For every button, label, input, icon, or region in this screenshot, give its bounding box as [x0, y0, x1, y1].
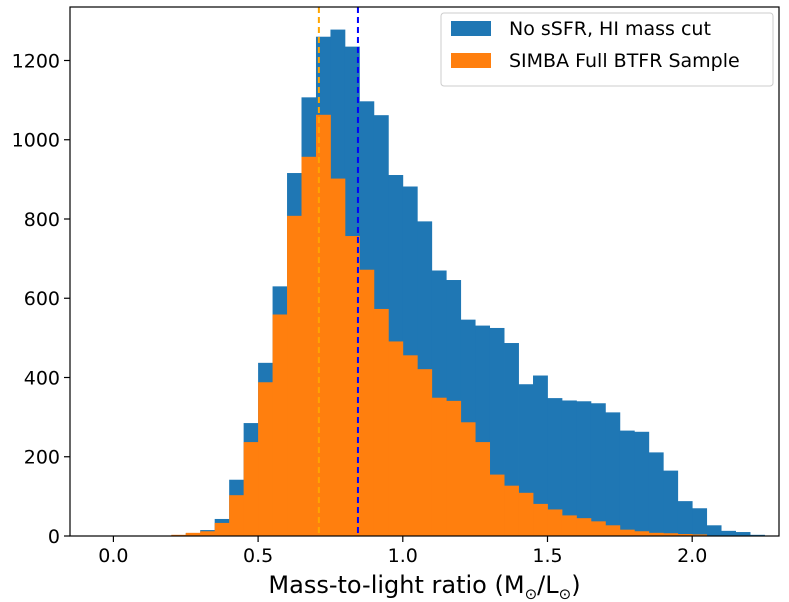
x-axis-label: Mass-to-light ratio (M⊙/L⊙)	[268, 571, 580, 602]
y-tick-label: 800	[24, 209, 60, 231]
y-tick-label: 400	[24, 367, 60, 389]
histogram-bar	[576, 518, 592, 536]
histogram-bar	[706, 525, 722, 536]
histogram-bar	[561, 400, 577, 536]
histogram-bar	[735, 532, 751, 536]
histogram-bar	[417, 369, 433, 536]
histogram-bar	[388, 341, 404, 536]
x-tick-label: 1.0	[388, 545, 418, 567]
y-tick-label: 200	[24, 447, 60, 469]
histogram-bar	[258, 382, 273, 536]
histogram-bar	[373, 308, 389, 536]
histogram-bar	[590, 521, 606, 536]
histogram-bar	[185, 532, 201, 536]
y-tick-label: 0	[48, 526, 60, 548]
histogram-bar	[533, 375, 548, 536]
histogram-bar	[590, 403, 606, 536]
histogram-bar	[504, 485, 519, 536]
histogram-bar	[402, 355, 418, 536]
histogram-bar	[721, 530, 736, 536]
histogram-bar	[634, 431, 650, 536]
histogram-bar	[229, 495, 245, 536]
legend-swatch-no-cut	[451, 21, 491, 36]
histogram-bar	[489, 474, 505, 536]
histogram-bar	[344, 236, 360, 536]
x-tick-label: 1.5	[532, 545, 562, 567]
histogram-bar	[200, 531, 216, 536]
histogram-bar	[634, 531, 650, 536]
histogram-bar	[272, 314, 288, 536]
histogram-bar	[460, 422, 476, 536]
histogram-bar	[648, 452, 664, 536]
legend: No sSFR, HI mass cut SIMBA Full BTFR Sam…	[440, 12, 774, 87]
histogram-bar	[561, 515, 577, 536]
reference-lines	[317, 7, 359, 536]
histogram-bar	[677, 534, 693, 536]
histogram-bar	[533, 503, 548, 536]
histogram-bar	[359, 269, 375, 536]
legend-swatch-simba-full	[451, 53, 491, 68]
x-tick-label: 0.5	[243, 545, 273, 567]
histogram-bar	[431, 397, 447, 536]
histogram-bar	[692, 534, 708, 536]
histogram-bar	[330, 178, 346, 536]
histogram-bar	[576, 401, 592, 536]
y-tick-label: 1200	[12, 50, 60, 72]
legend-label-simba-full: SIMBA Full BTFR Sample	[509, 50, 740, 72]
histogram-bar	[518, 492, 534, 536]
x-tick-label: 2.0	[677, 545, 707, 567]
histogram-bar	[287, 215, 302, 536]
x-axis-ticks: 0.0 0.5 1.0 1.5 2.0	[98, 536, 707, 567]
histogram-bar	[243, 442, 259, 536]
histogram-bar	[663, 470, 679, 536]
y-tick-label: 600	[24, 288, 60, 310]
x-tick-label: 0.0	[98, 545, 128, 567]
histogram-bar	[692, 508, 708, 536]
axes-frame	[69, 6, 780, 537]
histogram-bar	[677, 501, 693, 536]
y-tick-label: 1000	[12, 130, 60, 152]
legend-box	[440, 12, 774, 87]
histogram-bar	[214, 522, 230, 536]
histogram-bar	[663, 533, 679, 536]
legend-label-no-cut: No sSFR, HI mass cut	[509, 18, 711, 40]
histogram-bar	[605, 412, 621, 536]
histogram-bar	[619, 529, 635, 536]
histogram-bar	[648, 532, 664, 536]
histogram-bar	[605, 525, 621, 536]
histogram-bar	[475, 442, 491, 536]
histogram-bar	[547, 509, 563, 536]
y-axis-ticks: 0 200 400 600 800 1000 1200	[12, 50, 70, 548]
histogram-bar	[619, 430, 635, 536]
bar-layer	[171, 29, 765, 537]
histogram-bar	[446, 400, 462, 536]
histogram-bar	[301, 156, 317, 536]
histogram-bar	[547, 398, 563, 536]
